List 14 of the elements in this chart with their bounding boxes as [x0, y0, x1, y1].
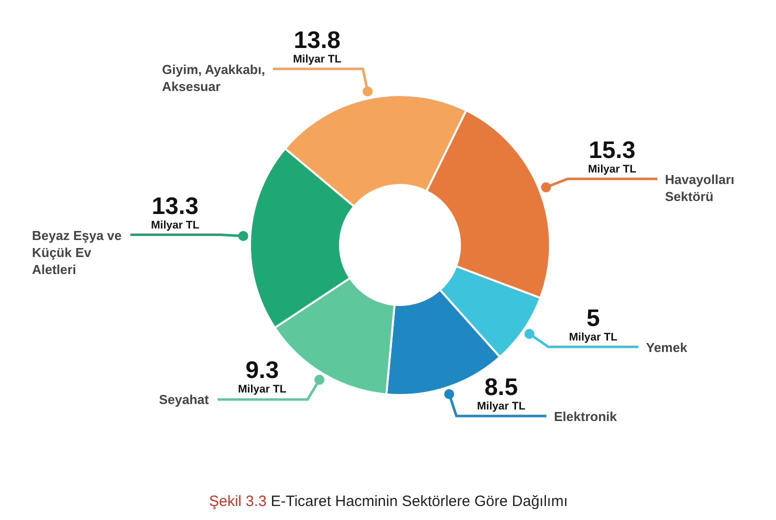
slice-label: Havayolları Sektörü	[665, 172, 734, 204]
data-label: 13.3 Milyar TL	[151, 193, 200, 232]
data-label: 15.3 Milyar TL	[588, 137, 637, 176]
text: E-Ticaret Hacminin Sektörlere Göre Dağılımı	[270, 493, 568, 510]
data-label: 5 Milyar TL	[569, 305, 618, 344]
data-label: 9.3 Milyar TL	[238, 357, 287, 396]
data-label: 8.5 Milyar TL	[477, 374, 526, 412]
slice-label: Seyahat	[159, 392, 210, 407]
slice-label: Beyaz Eşya ve Küçük Ev Aletleri	[32, 228, 122, 277]
text: Şekil 3.3	[209, 493, 267, 510]
slice-label: Elektronik	[554, 409, 618, 424]
slice-label: Giyim, Ayakkabı, Aksesuar	[162, 62, 266, 94]
data-label: 13.8 Milyar TL	[293, 27, 342, 66]
slice-label: Yemek	[646, 340, 688, 355]
